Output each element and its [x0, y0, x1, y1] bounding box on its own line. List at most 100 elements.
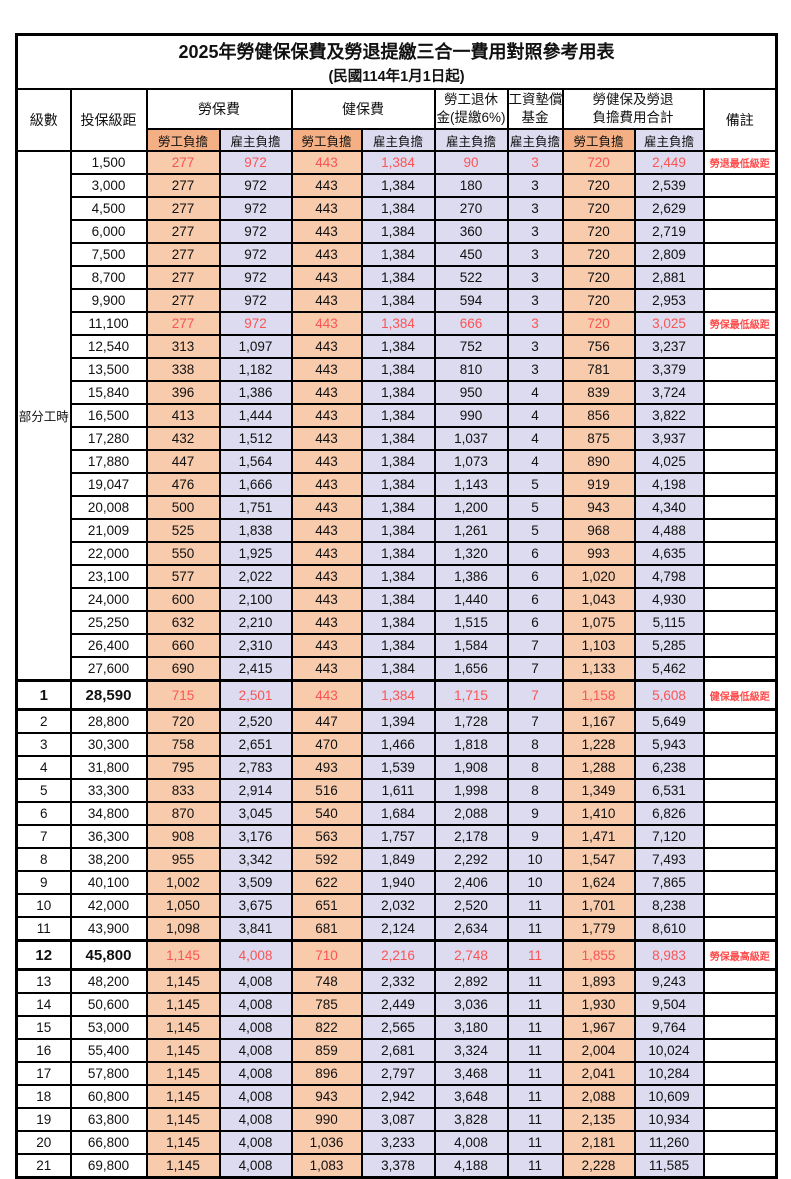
- cell-total-emp: 1,020: [561, 564, 636, 589]
- cell-pension-er: 594: [433, 288, 509, 313]
- cell-health-emp: 443: [290, 633, 363, 658]
- cell-health-er: 1,384: [360, 288, 436, 313]
- subheader-health-employer: 雇主負擔: [360, 128, 436, 152]
- cell-bracket: 9,900: [69, 288, 148, 313]
- cell-pension-er: 1,320: [433, 541, 509, 566]
- cell-remark: [702, 495, 778, 520]
- cell-total-er: 2,953: [633, 288, 705, 313]
- cell-total-er: 5,462: [633, 656, 705, 682]
- cell-total-er: 9,764: [633, 1015, 705, 1040]
- cell-total-er: 5,943: [633, 732, 705, 757]
- cell-labor-emp: 476: [145, 472, 221, 497]
- cell-bracket: 1,500: [69, 150, 148, 175]
- title-row: 2025年勞健保保費及勞退提繳三合一費用對照參考用表 (民國114年1月1日起): [15, 33, 778, 90]
- table-row: 15 53,000 1,145 4,008 822 2,565 3,180 11 1,967 9,…: [15, 1015, 778, 1040]
- cell-labor-emp: 277: [145, 242, 221, 267]
- cell-health-emp: 443: [290, 656, 363, 682]
- cell-total-emp: 720: [561, 219, 636, 244]
- cell-pension-er: 4,008: [433, 1130, 509, 1155]
- cell-labor-emp: 758: [145, 732, 221, 757]
- cell-total-er: 4,340: [633, 495, 705, 520]
- wage-fund-header-line2: 基金: [521, 110, 549, 125]
- cell-health-er: 1,384: [360, 196, 436, 221]
- table-row: 15,840 396 1,386 443 1,384 950 4 839 3,724: [17, 380, 778, 405]
- col-header-wage-fund: 工資墊償 基金: [506, 88, 564, 130]
- cell-labor-er: 972: [218, 265, 293, 290]
- cell-wage-er: 11: [506, 1015, 564, 1040]
- table-row: 8,700 277 972 443 1,384 522 3 720 2,881: [17, 265, 778, 290]
- cell-total-er: 7,120: [633, 824, 705, 849]
- cell-total-emp: 1,103: [561, 633, 636, 658]
- cell-labor-emp: 908: [145, 824, 221, 849]
- table-row: 6,000 277 972 443 1,384 360 3 720 2,719: [17, 219, 778, 244]
- cell-wage-er: 4: [506, 403, 564, 428]
- cell-wage-er: 3: [506, 311, 564, 336]
- subheader-pension-employer: 雇主負擔: [433, 128, 509, 152]
- cell-bracket: 27,600: [69, 656, 148, 682]
- cell-health-emp: 443: [290, 357, 363, 382]
- cell-wage-er: 3: [506, 242, 564, 267]
- cell-bracket: 43,900: [69, 916, 148, 942]
- cell-total-er: 5,649: [633, 708, 705, 734]
- cell-labor-emp: 1,145: [145, 1130, 221, 1155]
- cell-labor-emp: 632: [145, 610, 221, 635]
- cell-labor-er: 972: [218, 150, 293, 175]
- cell-wage-er: 3: [506, 173, 564, 198]
- table-row: 19,047 476 1,666 443 1,384 1,143 5 919 4,198: [17, 472, 778, 497]
- cell-health-er: 1,940: [360, 870, 436, 895]
- cell-health-er: 1,384: [360, 541, 436, 566]
- cell-labor-emp: 833: [145, 778, 221, 803]
- cell-bracket: 15,840: [69, 380, 148, 405]
- cell-health-er: 2,124: [360, 916, 436, 942]
- cell-pension-er: 990: [433, 403, 509, 428]
- cell-health-er: 1,384: [360, 242, 436, 267]
- cell-labor-er: 1,925: [218, 541, 293, 566]
- cell-level: 21: [15, 1153, 72, 1179]
- cell-remark: [702, 403, 778, 428]
- cell-pension-er: 1,200: [433, 495, 509, 520]
- cell-level: 12: [15, 939, 72, 971]
- cell-bracket: 23,100: [69, 564, 148, 589]
- cell-labor-er: 1,444: [218, 403, 293, 428]
- table-row: 18 60,800 1,145 4,008 943 2,942 3,648 11 2,088 10…: [15, 1084, 778, 1109]
- cell-total-er: 5,285: [633, 633, 705, 658]
- cell-remark: [702, 755, 778, 780]
- cell-health-er: 2,565: [360, 1015, 436, 1040]
- pension-header-line1: 勞工退休: [444, 92, 498, 107]
- cell-pension-er: 1,073: [433, 449, 509, 474]
- cell-remark: [702, 870, 778, 895]
- cell-remark: [702, 847, 778, 872]
- cell-health-er: 1,384: [360, 403, 436, 428]
- cell-bracket: 16,500: [69, 403, 148, 428]
- cell-labor-emp: 715: [145, 679, 221, 711]
- page-title: 2025年勞健保保費及勞退提繳三合一費用對照參考用表: [178, 41, 615, 62]
- cell-total-er: 8,983: [633, 939, 705, 971]
- table-row: 12,540 313 1,097 443 1,384 752 3 756 3,237: [17, 334, 778, 359]
- cell-labor-emp: 600: [145, 587, 221, 612]
- cell-total-er: 5,608: [633, 679, 705, 711]
- subheader-total-employee: 勞工負擔: [561, 128, 636, 152]
- cell-health-emp: 443: [290, 380, 363, 405]
- cell-labor-emp: 1,145: [145, 1038, 221, 1063]
- cell-total-er: 11,585: [633, 1153, 705, 1179]
- table-row: 23,100 577 2,022 443 1,384 1,386 6 1,020 4,798: [17, 564, 778, 589]
- cell-labor-er: 3,342: [218, 847, 293, 872]
- table-row: 5 33,300 833 2,914 516 1,611 1,998 8 1,349 6,531: [15, 778, 778, 803]
- cell-remark: 勞退最低級距: [702, 150, 778, 175]
- cell-bracket: 3,000: [69, 173, 148, 198]
- cell-level: 14: [15, 992, 72, 1017]
- cell-total-emp: 839: [561, 380, 636, 405]
- table-row: 16 55,400 1,145 4,008 859 2,681 3,324 11 2,004 10…: [15, 1038, 778, 1063]
- cell-wage-er: 11: [506, 1084, 564, 1109]
- cell-total-emp: 1,349: [561, 778, 636, 803]
- cell-total-er: 2,539: [633, 173, 705, 198]
- cell-total-er: 6,531: [633, 778, 705, 803]
- cell-labor-emp: 338: [145, 357, 221, 382]
- cell-health-er: 1,384: [360, 472, 436, 497]
- cell-health-emp: 443: [290, 495, 363, 520]
- cell-level: 20: [15, 1130, 72, 1155]
- cell-pension-er: 270: [433, 196, 509, 221]
- cell-total-er: 3,822: [633, 403, 705, 428]
- cell-labor-er: 1,097: [218, 334, 293, 359]
- table-row: 部分工時 1,500 277 972 443 1,384 90 3 720 2,449 勞退最低級距: [15, 150, 778, 682]
